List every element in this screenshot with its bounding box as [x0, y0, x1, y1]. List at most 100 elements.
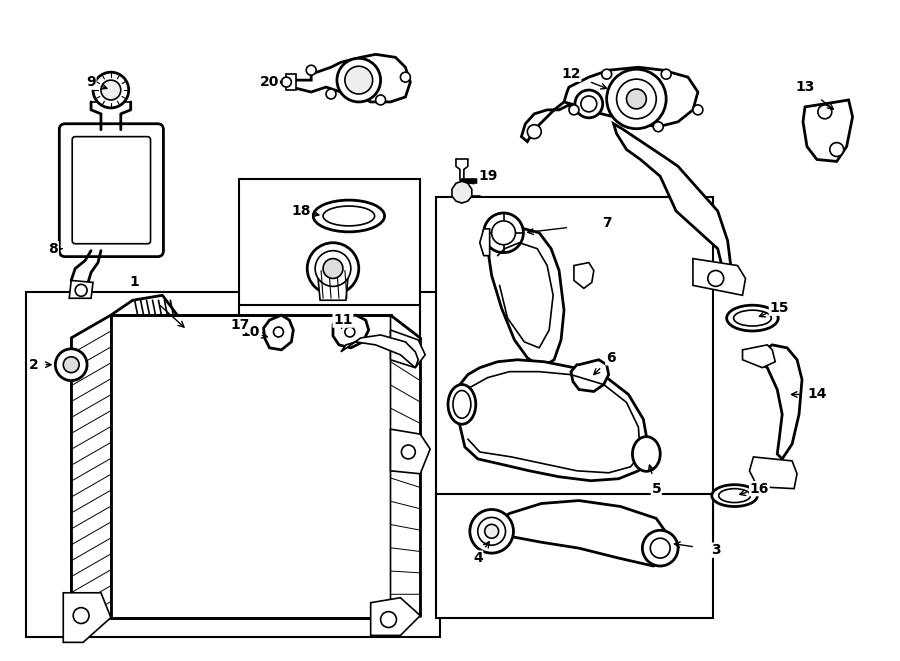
Circle shape	[323, 258, 343, 278]
Text: 11: 11	[333, 313, 353, 327]
Text: 13: 13	[796, 80, 814, 94]
Polygon shape	[71, 315, 111, 641]
Ellipse shape	[323, 206, 374, 226]
Ellipse shape	[633, 437, 661, 471]
Polygon shape	[391, 429, 430, 474]
Circle shape	[326, 89, 336, 99]
Circle shape	[306, 65, 316, 75]
Bar	[436, 197, 713, 556]
Text: 14: 14	[807, 387, 826, 401]
Bar	[436, 494, 713, 617]
Text: 18: 18	[292, 204, 311, 218]
Circle shape	[337, 58, 381, 102]
Circle shape	[527, 125, 541, 139]
Polygon shape	[264, 315, 293, 350]
Circle shape	[345, 66, 373, 94]
Polygon shape	[292, 54, 410, 102]
Polygon shape	[755, 345, 802, 459]
Circle shape	[662, 69, 671, 79]
Polygon shape	[333, 315, 369, 348]
Circle shape	[274, 327, 284, 337]
Text: 6: 6	[606, 351, 616, 365]
Polygon shape	[521, 102, 571, 141]
Circle shape	[375, 95, 385, 105]
Polygon shape	[614, 124, 733, 290]
Bar	[238, 305, 420, 377]
Text: 15: 15	[770, 301, 789, 315]
Circle shape	[626, 89, 646, 109]
Polygon shape	[111, 315, 391, 617]
Circle shape	[401, 445, 415, 459]
Text: 5: 5	[652, 482, 662, 496]
FancyBboxPatch shape	[59, 124, 164, 256]
Bar	[25, 292, 440, 637]
Ellipse shape	[734, 310, 771, 326]
Text: 20: 20	[260, 75, 279, 89]
Circle shape	[483, 213, 524, 253]
Ellipse shape	[712, 485, 758, 506]
Polygon shape	[482, 500, 670, 566]
Circle shape	[63, 357, 79, 373]
Polygon shape	[391, 315, 420, 617]
Circle shape	[616, 79, 656, 119]
Circle shape	[575, 90, 603, 118]
Circle shape	[381, 611, 397, 627]
Circle shape	[580, 96, 597, 112]
Text: 3: 3	[711, 543, 721, 557]
Polygon shape	[341, 335, 419, 368]
Ellipse shape	[719, 488, 751, 502]
Circle shape	[55, 349, 87, 381]
Circle shape	[400, 72, 410, 82]
Circle shape	[607, 69, 666, 129]
Circle shape	[485, 524, 499, 538]
Circle shape	[101, 80, 121, 100]
Text: 1: 1	[130, 276, 140, 290]
Text: 4: 4	[472, 551, 482, 565]
Circle shape	[76, 284, 87, 296]
Circle shape	[569, 105, 579, 115]
Polygon shape	[693, 258, 745, 295]
Polygon shape	[286, 74, 296, 90]
Circle shape	[707, 270, 724, 286]
Polygon shape	[63, 593, 111, 642]
Polygon shape	[391, 330, 425, 368]
Circle shape	[73, 607, 89, 623]
Polygon shape	[452, 181, 472, 203]
Ellipse shape	[448, 385, 476, 424]
Text: 9: 9	[86, 75, 96, 89]
Polygon shape	[750, 457, 797, 488]
Circle shape	[307, 243, 359, 294]
Circle shape	[315, 251, 351, 286]
Text: 8: 8	[49, 242, 58, 256]
Circle shape	[470, 510, 514, 553]
Circle shape	[693, 105, 703, 115]
Circle shape	[282, 77, 292, 87]
Circle shape	[491, 221, 516, 245]
Text: 16: 16	[750, 482, 770, 496]
Polygon shape	[69, 280, 93, 298]
Bar	[238, 179, 420, 306]
Circle shape	[478, 518, 506, 545]
Polygon shape	[742, 345, 775, 368]
Ellipse shape	[453, 391, 471, 418]
Polygon shape	[371, 598, 420, 635]
Polygon shape	[480, 229, 490, 256]
Text: 17: 17	[230, 318, 249, 332]
Circle shape	[345, 327, 355, 337]
Polygon shape	[803, 100, 852, 161]
Circle shape	[93, 72, 129, 108]
Polygon shape	[571, 360, 608, 391]
Text: 2: 2	[29, 358, 39, 371]
Circle shape	[653, 122, 663, 132]
Text: 19: 19	[478, 169, 498, 183]
Polygon shape	[317, 268, 349, 300]
Text: 10: 10	[240, 325, 259, 339]
Ellipse shape	[313, 200, 384, 232]
Text: 12: 12	[562, 67, 580, 81]
Circle shape	[643, 530, 678, 566]
Circle shape	[818, 105, 832, 119]
Ellipse shape	[726, 305, 778, 331]
Circle shape	[651, 538, 670, 558]
Circle shape	[830, 143, 843, 157]
Polygon shape	[564, 67, 698, 127]
